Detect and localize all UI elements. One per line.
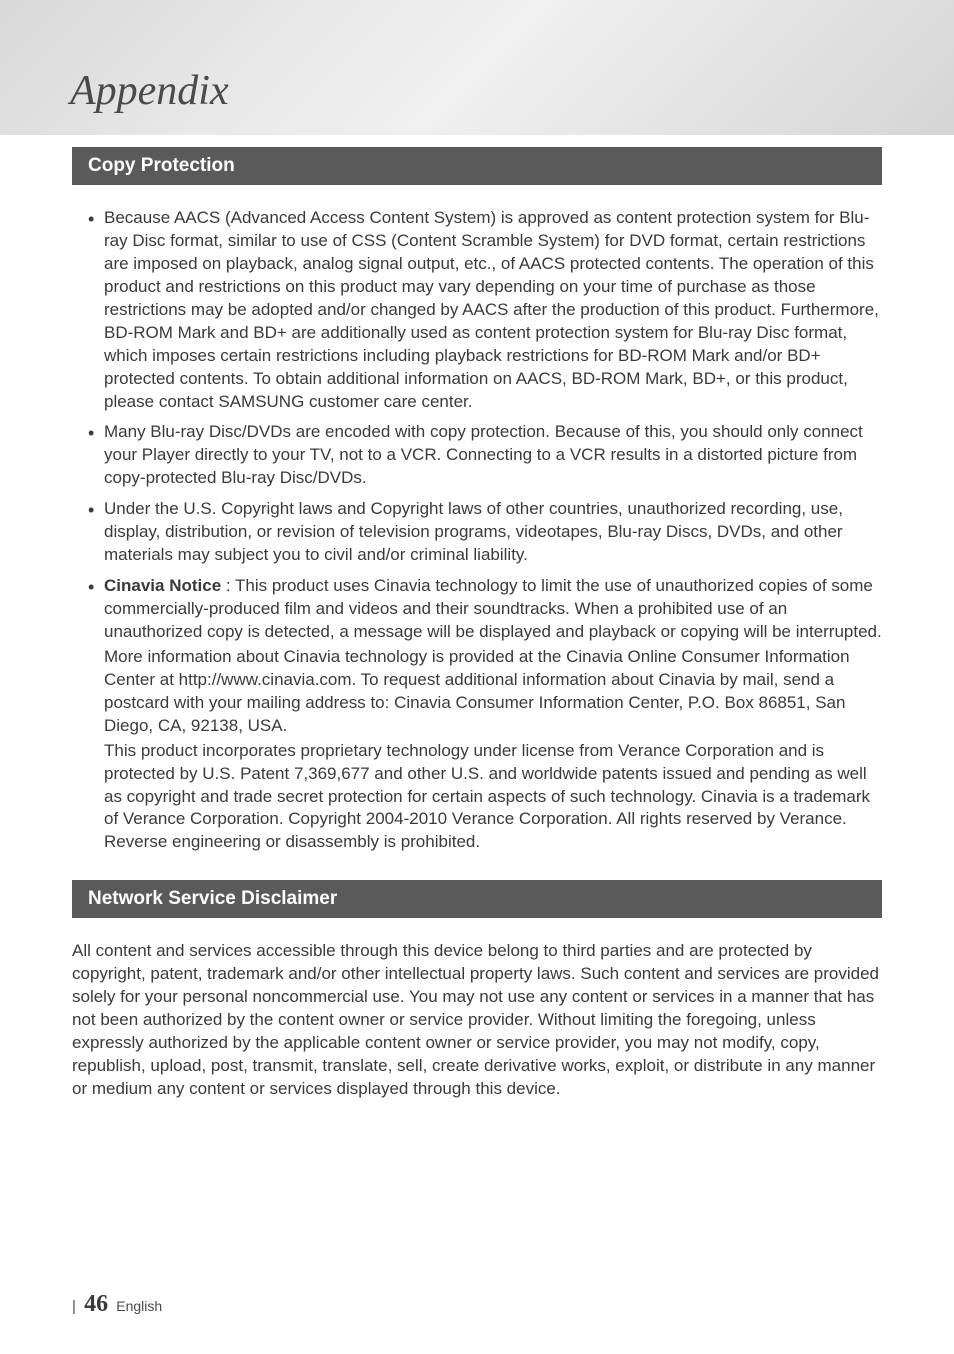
page-footer: | 46 English — [72, 1291, 162, 1318]
list-item: Many Blu-ray Disc/DVDs are encoded with … — [88, 421, 882, 490]
page-number: 46 — [84, 1291, 108, 1317]
header-gradient: Appendix — [0, 0, 954, 135]
page-title: Appendix — [70, 67, 229, 115]
list-item-text: Under the U.S. Copyright laws and Copyri… — [104, 499, 843, 564]
list-item-text: Many Blu-ray Disc/DVDs are encoded with … — [104, 422, 863, 487]
sub-paragraph: This product incorporates proprietary te… — [104, 740, 882, 855]
content-area: Copy Protection Because AACS (Advanced A… — [0, 135, 954, 1101]
section-heading-network-disclaimer: Network Service Disclaimer — [72, 880, 882, 918]
list-item-text: Because AACS (Advanced Access Content Sy… — [104, 208, 879, 411]
list-item: Under the U.S. Copyright laws and Copyri… — [88, 498, 882, 567]
footer-separator: | — [72, 1298, 76, 1315]
list-item: Cinavia Notice : This product uses Cinav… — [88, 575, 882, 854]
section-heading-copy-protection: Copy Protection — [72, 147, 882, 185]
list-item: Because AACS (Advanced Access Content Sy… — [88, 207, 882, 413]
disclaimer-paragraph: All content and services accessible thro… — [72, 940, 882, 1101]
bullet-list-copy-protection: Because AACS (Advanced Access Content Sy… — [72, 207, 882, 854]
list-item-text: : This product uses Cinavia technology t… — [104, 576, 882, 641]
page-language: English — [116, 1298, 162, 1314]
cinavia-notice-label: Cinavia Notice — [104, 576, 221, 595]
sub-paragraph: More information about Cinavia technolog… — [104, 646, 882, 738]
